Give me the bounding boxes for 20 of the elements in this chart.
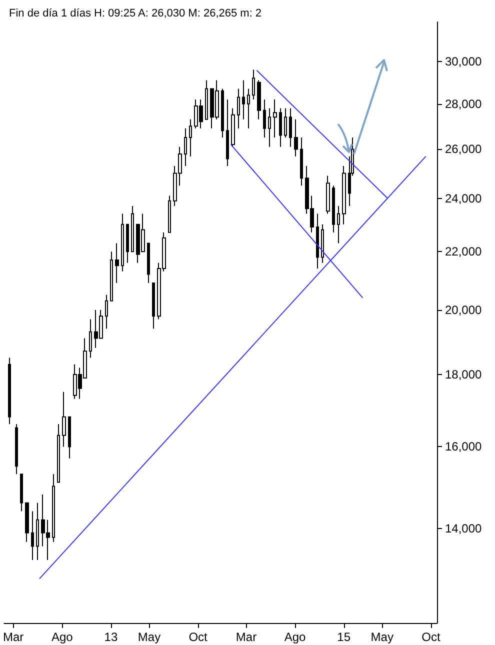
x-tick-label: 13 <box>104 630 118 644</box>
chart-title: Fin de día 1 días H: 09:25 A: 26,030 M: 26,265 m: 2 <box>9 8 262 20</box>
y-tick-label: 14,000 <box>445 522 482 536</box>
y-tick-label: 22,000 <box>445 244 482 259</box>
y-tick-label: 16,000 <box>445 440 482 454</box>
x-tick-label: May <box>370 630 394 644</box>
y-tick-label: 24,000 <box>445 191 482 206</box>
x-tick-label: Ago <box>51 630 74 644</box>
y-tick-label: 30,000 <box>445 54 482 69</box>
y-tick-label: 28,000 <box>445 96 482 111</box>
x-tick-label: Oct <box>422 630 441 644</box>
x-tick-label: May <box>138 630 161 644</box>
y-tick-label: 26,000 <box>445 142 482 156</box>
y-tick-label: 18,000 <box>445 368 482 382</box>
x-tick-label: Mar <box>2 630 24 644</box>
y-tick-label: 20,000 <box>445 302 482 317</box>
x-tick-label: 15 <box>337 630 351 644</box>
x-tick-label: Ago <box>284 630 306 644</box>
x-tick-label: Oct <box>188 630 208 644</box>
x-tick-label: Mar <box>236 630 257 644</box>
